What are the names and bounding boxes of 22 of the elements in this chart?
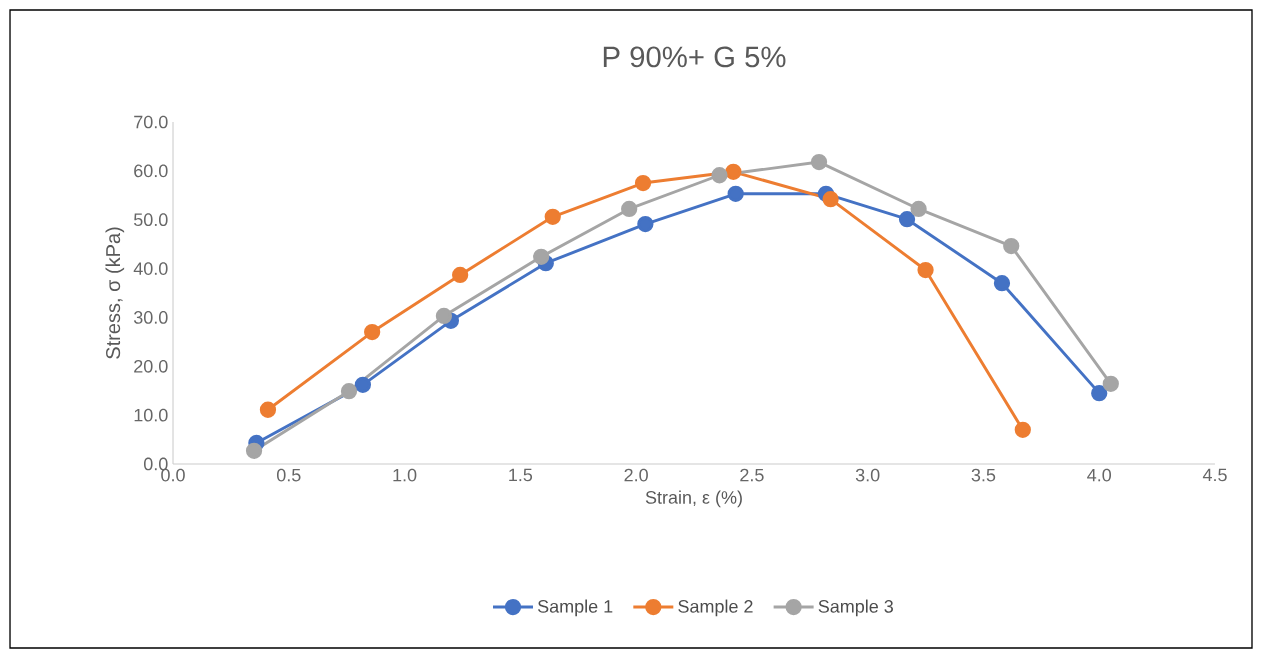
x-tick-label: 3.5 [971, 468, 996, 482]
legend-label: Sample 3 [818, 599, 893, 617]
x-tick-label: 3.0 [855, 468, 880, 482]
y-tick-label: 40.0 [133, 262, 168, 275]
x-tick-label: 1.0 [393, 468, 417, 482]
chart-title: P 90%+ G 5% [603, 46, 786, 68]
x-tick-label: 2.5 [740, 468, 764, 482]
legend-label: Sample 2 [678, 599, 753, 617]
y-tick-label: 70.0 [134, 115, 168, 129]
x-tick-label: 4.0 [1087, 468, 1112, 482]
y-axis-title: Stress, σ (kPa) [105, 227, 125, 359]
x-tick-label: 4.5 [1202, 468, 1227, 482]
legend-label: Sample 1 [537, 599, 613, 617]
x-axis-title: Strain, ε (%) [645, 490, 742, 508]
x-tick-label: 0.5 [276, 468, 301, 482]
y-tick-label: 60.0 [134, 164, 168, 178]
y-tick-label: 30.0 [133, 311, 168, 324]
x-tick-label: 2.0 [624, 468, 648, 482]
y-tick-label: 50.0 [133, 213, 168, 227]
x-tick-label: 1.5 [509, 468, 533, 482]
y-tick-label: 20.0 [134, 359, 168, 373]
y-tick-label: 10.0 [134, 408, 168, 422]
